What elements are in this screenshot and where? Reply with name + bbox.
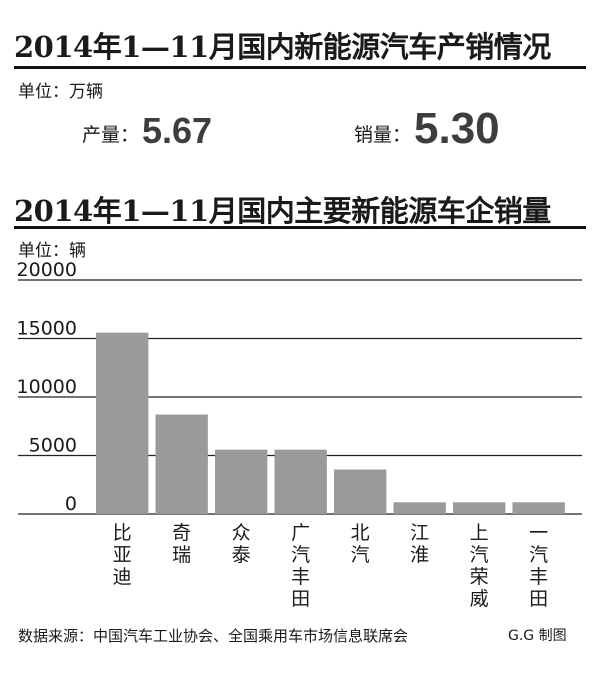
title-divider-2 [14, 226, 586, 229]
title-divider-1 [14, 66, 586, 69]
sales-value: 5.30 [414, 104, 500, 153]
bar [512, 502, 565, 514]
x-category-label: 广汽丰田 [291, 522, 310, 610]
bar [393, 502, 446, 514]
production-sales-unit: 单位：万辆 [18, 82, 103, 102]
x-category-label: 众泰 [232, 522, 251, 566]
y-tick-label: 5000 [29, 435, 77, 457]
x-category-label: 上汽荣威 [470, 522, 489, 610]
bar [96, 332, 149, 514]
y-tick-label: 10000 [17, 376, 77, 398]
x-category-label: 奇瑞 [172, 522, 191, 566]
data-source-note: 数据来源：中国汽车工业协会、全国乘用车市场信息联席会 [18, 627, 409, 645]
x-category-label: 一汽丰田 [529, 522, 548, 610]
automaker-sales-title: 2014年1—11月国内主要新能源车企销量 [14, 194, 551, 228]
bar [155, 414, 208, 514]
x-category-label: 江淮 [410, 522, 429, 566]
bar [453, 502, 506, 514]
automaker-sales-unit: 单位：辆 [18, 241, 86, 261]
y-tick-label: 0 [65, 493, 77, 515]
production-sales-title: 2014年1—11月国内新能源汽车产销情况 [14, 30, 551, 64]
chart-credit: G.G 制图 [508, 628, 567, 644]
production-label: 产量： [82, 124, 140, 146]
bar [274, 449, 327, 514]
bar [334, 469, 387, 514]
y-tick-label: 15000 [17, 318, 77, 340]
bar [215, 449, 268, 514]
x-category-label: 北汽 [351, 522, 370, 566]
y-tick-label: 20000 [17, 260, 77, 281]
production-value: 5.67 [142, 110, 213, 151]
x-category-label: 比亚迪 [113, 522, 132, 588]
sales-label: 销量： [354, 124, 412, 146]
